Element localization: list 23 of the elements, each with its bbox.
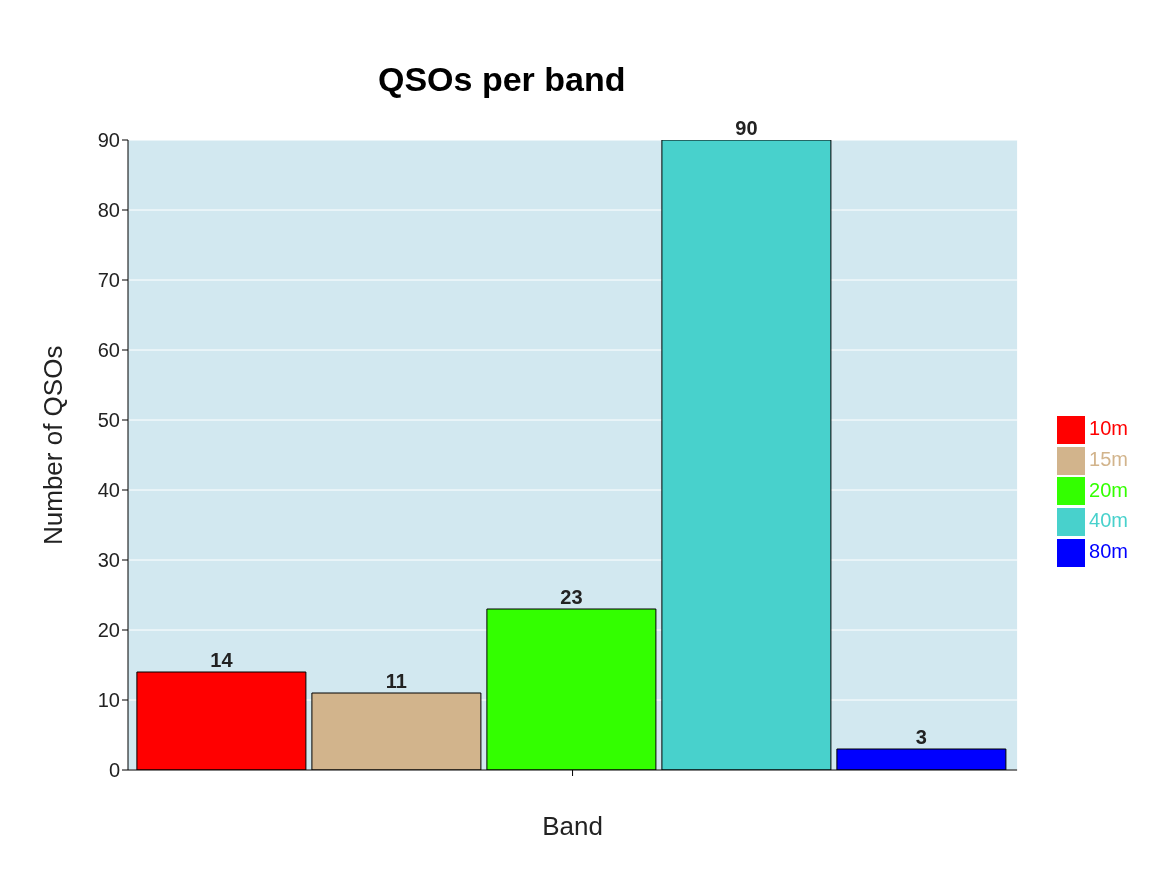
x-axis-title: Band (542, 811, 603, 841)
legend-label: 80m (1089, 540, 1128, 563)
y-tick-label: 30 (97, 549, 120, 572)
legend-label: 40m (1089, 509, 1128, 532)
data-label: 90 (735, 117, 758, 139)
y-tick-label: 60 (97, 339, 120, 362)
y-tick-label: 90 (97, 129, 120, 152)
y-tick-label: 40 (97, 479, 120, 502)
data-label: 23 (560, 586, 583, 608)
legend-label: 10m (1089, 417, 1128, 440)
chart-title: QSOs per band (378, 60, 626, 98)
data-label: 11 (385, 670, 407, 692)
y-tick-label: 70 (97, 269, 120, 292)
legend-label: 20m (1089, 478, 1128, 501)
data-label: 3 (915, 726, 927, 748)
legend-label: 15m (1089, 447, 1128, 470)
y-tick-label: 10 (97, 689, 120, 712)
y-axis-title: Number of QSOs (38, 345, 69, 545)
data-label: 14 (210, 649, 234, 671)
y-tick-label: 80 (97, 199, 120, 222)
y-tick-label: 0 (108, 759, 120, 782)
y-tick-label: 50 (97, 409, 120, 432)
y-tick-label: 20 (97, 619, 120, 642)
